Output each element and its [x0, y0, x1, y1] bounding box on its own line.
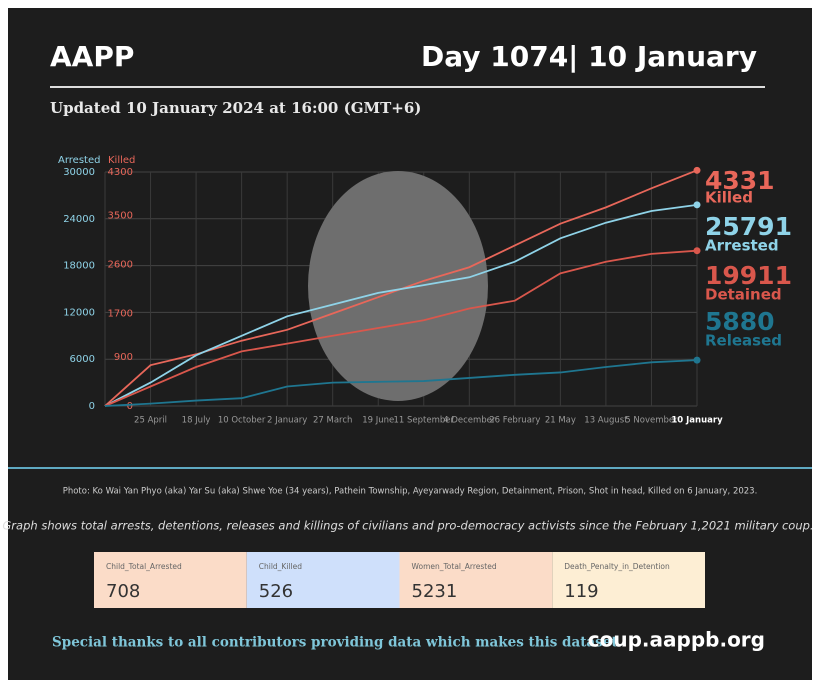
end-dot [693, 166, 701, 174]
stat-card [552, 552, 705, 608]
y2-tick-label: 1700 [108, 308, 133, 319]
stat-value: 526 [259, 581, 293, 602]
stat-value: 5231 [412, 581, 458, 602]
x-tick-label: 4 December [443, 416, 496, 426]
end-name: Arrested [705, 237, 779, 255]
updated: Updated 10 January 2024 at 16:00 (GMT+6) [50, 99, 421, 117]
site: coup.aappb.org [588, 628, 765, 652]
y-tick-label: 30000 [63, 167, 95, 178]
y-tick-label: 24000 [63, 214, 95, 225]
end-value: 25791 [705, 212, 792, 241]
x-tick-label: 25 April [134, 416, 167, 426]
stat-value: 708 [106, 581, 140, 602]
x-tick-label: 21 May [545, 416, 576, 426]
y-tick-label: 0 [89, 401, 95, 412]
y2-tick-label: 3500 [108, 211, 133, 222]
y-axis-label: Arrested [58, 155, 100, 166]
x-tick-label: 10 January [671, 416, 723, 426]
day: Day 1074| 10 January [421, 40, 757, 73]
x-tick-label: 26 February [489, 416, 540, 426]
stat-card [94, 552, 247, 608]
stat-label: Women_Total_Arrested [412, 562, 497, 571]
end-name: Killed [705, 189, 753, 207]
thanks: Special thanks to all contributors provi… [52, 635, 622, 651]
y-tick-label: 12000 [63, 307, 95, 318]
end-name: Released [705, 332, 782, 350]
stats: Child_Total_Arrested 708 Child_Killed 526 Wo… [94, 552, 705, 608]
y2-axis-label: Killed [108, 155, 135, 166]
x-tick-label: 10 October [218, 416, 266, 426]
series-line [104, 249, 698, 407]
photo-caption: Photo: Ko Wai Yan Phyo (aka) Yar Su (aka… [63, 487, 758, 497]
stat-label: Death_Penalty_in_Detention [564, 562, 670, 571]
stat-card [246, 552, 400, 608]
y2-tick-label: 4300 [108, 167, 133, 178]
x-tick-label: 5 November [625, 416, 678, 426]
x-tick-label: 2 January [267, 416, 307, 426]
end-value: 4331 [705, 166, 775, 195]
stat-label: Child_Total_Arrested [106, 562, 182, 571]
x-tick-label: 13 August [584, 416, 628, 426]
end-name: Detained [705, 286, 782, 304]
stat-label: Child_Killed [259, 562, 302, 571]
stat-card [399, 552, 553, 608]
y-tick-label: 18000 [63, 261, 95, 272]
series-line [104, 203, 698, 407]
stat-value: 119 [564, 581, 598, 602]
x-tick-label: 18 July [182, 416, 211, 426]
y2-tick-label: 0 [127, 401, 133, 412]
brand: AAPP [50, 40, 134, 73]
series-line [104, 359, 698, 407]
y2-tick-label: 2600 [108, 260, 133, 271]
x-tick-label: 11 September [394, 416, 455, 426]
x-tick-label: 27 March [313, 416, 352, 426]
graph-caption: Graph shows total arrests, detentions, r… [2, 519, 813, 533]
photo [308, 171, 488, 401]
y2-tick-label: 900 [114, 352, 133, 363]
end-dot [693, 201, 701, 209]
y-tick-label: 6000 [70, 354, 95, 365]
end-dot [693, 356, 701, 364]
x-tick-label: 19 June [362, 416, 394, 426]
end-dot [693, 247, 701, 255]
end-value: 5880 [705, 307, 775, 336]
end-value: 19911 [705, 261, 792, 290]
